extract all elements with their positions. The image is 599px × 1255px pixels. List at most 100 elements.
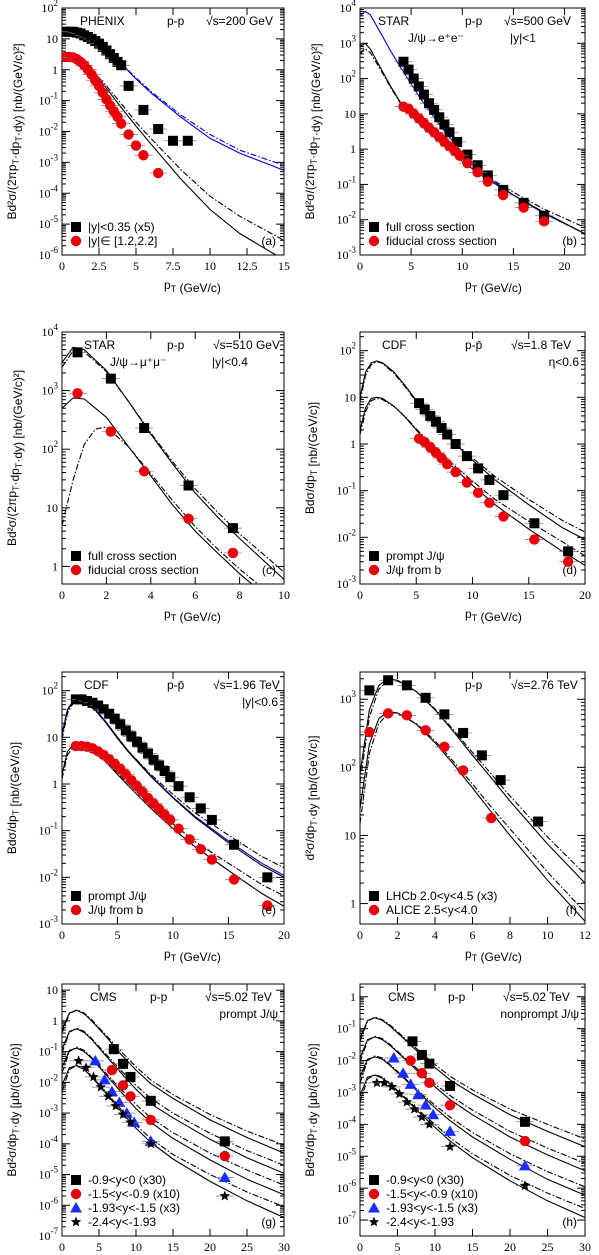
data-point (168, 135, 178, 146)
data-point (219, 1136, 230, 1147)
x-tick-label: 6 (192, 588, 198, 602)
x-axis-label: pT (GeV/c) (465, 947, 522, 964)
data-point (95, 1081, 107, 1092)
panel-e: 0 5 10 15 20 10-3 10-2 10-1 1 10 102 CDF p-p̄ √s=1.96… (5, 671, 290, 964)
x-tick-label: 4 (148, 588, 154, 602)
data-points (62, 26, 197, 179)
model-curve (360, 10, 585, 235)
data-point (450, 466, 461, 478)
x-tick-label: 30 (579, 1240, 591, 1254)
x-tick-label: 10 (467, 588, 479, 602)
panel-header-1: p-p (448, 990, 466, 1004)
y-tick-label: 10 (46, 730, 58, 744)
data-point (73, 1055, 84, 1066)
x-tick-label: 20 (504, 1240, 516, 1254)
data-point (434, 112, 445, 123)
x-tick-label: 20 (559, 259, 571, 273)
data-point (403, 64, 414, 75)
data-point (131, 736, 142, 747)
legend-label: J/ψ from b (88, 903, 144, 917)
panel-header-1: p-p (150, 990, 168, 1004)
legend-label: prompt J/ψ (88, 889, 147, 903)
data-points (410, 398, 578, 567)
data-point (262, 872, 273, 883)
data-point (444, 1125, 456, 1136)
data-point (227, 547, 239, 559)
model-curves (360, 10, 585, 235)
data-point (104, 708, 115, 719)
x-tick-label: 20 (579, 588, 591, 602)
model-curve (360, 397, 585, 557)
y-tick-label: 10-4 (39, 1134, 59, 1151)
data-point (420, 692, 431, 703)
data-point (414, 398, 425, 409)
data-point (153, 124, 164, 135)
data-point (154, 760, 165, 771)
data-point (484, 497, 495, 508)
data-point (183, 513, 194, 524)
panel-header-2: √s=5.02 TeV (205, 990, 272, 1004)
y-tick-label: 10-2 (39, 867, 59, 884)
data-point (520, 1116, 530, 1127)
y-tick-label: 102 (42, 681, 59, 698)
legend-label: -1.93<y<-1.5 (x3) (386, 1201, 478, 1215)
legend-label: LHCb 2.0<y<4.5 (x3) (386, 889, 497, 903)
panel-header-2: √s=510 GeV (213, 338, 280, 352)
x-axis-label: pT (GeV/c) (164, 607, 221, 624)
x-tick-label: 20 (278, 928, 290, 942)
data-point (482, 176, 494, 187)
x-tick-label: 10 (456, 259, 468, 273)
data-point (126, 731, 137, 742)
panel-header-0: CDF (84, 678, 109, 692)
x-tick-label: 0 (357, 928, 363, 942)
legend-marker (70, 564, 82, 576)
legend-label: -1.5<y<-0.9 (x10) (88, 1187, 180, 1201)
data-point (145, 1138, 156, 1149)
model-curve (62, 397, 253, 584)
panel-header-2: √s=200 GeV (206, 14, 273, 28)
y-tick-label: 10-1 (39, 91, 59, 108)
panel-header-2: √s=500 GeV (504, 14, 571, 28)
data-point (371, 1077, 383, 1088)
y-tick-label: 104 (340, 0, 357, 15)
model-curve (62, 700, 284, 869)
legend-marker (369, 222, 379, 232)
model-curve (62, 1027, 284, 1166)
panel-h: 0 5 10 15 20 25 30 10-7 10-6 10-5 10-4 10-3 10-2 10-1… (303, 983, 591, 1254)
data-point (484, 474, 495, 485)
x-tick-label: 5 (408, 259, 414, 273)
x-tick-label: 15 (467, 1240, 479, 1254)
data-point (145, 1095, 156, 1106)
x-axis-label: pT (GeV/c) (465, 278, 522, 295)
data-point (165, 814, 176, 826)
model-curve (62, 426, 259, 584)
data-point (429, 104, 440, 115)
data-point (444, 1099, 456, 1111)
y-tick-label: 10-1 (337, 481, 357, 498)
y-tick-label: 1 (350, 897, 356, 911)
data-point (206, 814, 217, 825)
data-point (130, 140, 142, 151)
data-point (461, 477, 473, 488)
legend-label: fiducial cross section (88, 563, 199, 577)
panel-tag: (c) (262, 563, 276, 577)
data-point (439, 741, 450, 753)
data-point (262, 900, 273, 911)
data-point (442, 429, 453, 440)
legend-marker (368, 235, 380, 247)
data-point (416, 1068, 428, 1079)
data-point (137, 742, 148, 753)
legend-label: -1.93<y<-1.5 (x3) (88, 1201, 180, 1215)
legend-label: fiducial cross section (386, 234, 497, 248)
x-tick-label: 0 (357, 1240, 363, 1254)
data-point (458, 727, 469, 738)
model-curve (360, 1055, 585, 1188)
data-point (109, 713, 120, 724)
data-point (87, 697, 98, 708)
data-point (408, 73, 419, 84)
x-tick-label: 2 (395, 928, 401, 942)
panel-subheader-1: prompt J/ψ (219, 1007, 278, 1021)
data-point (116, 118, 127, 129)
data-point (143, 748, 154, 759)
data-point (472, 487, 484, 499)
